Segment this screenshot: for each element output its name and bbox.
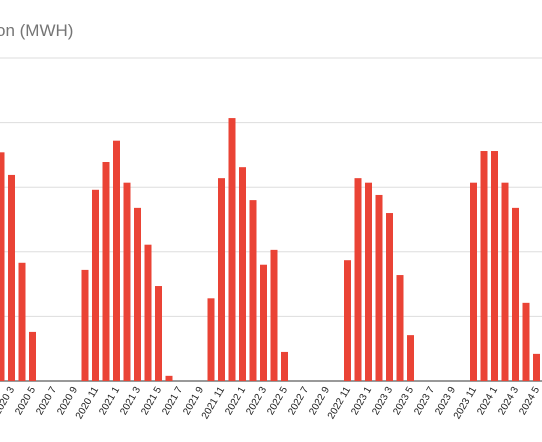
chart-title: on (MWH) <box>0 21 73 40</box>
bar <box>281 351 288 381</box>
bar <box>102 162 110 381</box>
bar <box>18 262 26 381</box>
bar <box>144 244 152 381</box>
bar <box>0 152 5 381</box>
bar <box>123 182 131 381</box>
bar <box>92 189 99 381</box>
bar <box>386 213 393 381</box>
x-tick-label: 2024 5 <box>517 385 542 417</box>
bar <box>8 174 15 381</box>
bar <box>501 182 509 381</box>
bar <box>239 167 246 381</box>
bar <box>260 264 267 381</box>
bar <box>396 275 404 381</box>
bar <box>207 298 215 381</box>
bar <box>365 182 372 381</box>
bar <box>228 118 236 381</box>
bar <box>522 302 530 381</box>
bar <box>344 260 351 381</box>
bar <box>218 178 225 381</box>
bar <box>165 375 173 381</box>
bar <box>113 140 120 381</box>
bar <box>249 200 257 381</box>
bar <box>155 286 162 381</box>
bar <box>354 178 362 381</box>
bar <box>480 151 488 381</box>
bar <box>407 335 414 381</box>
bar <box>533 353 540 381</box>
bar <box>512 207 519 381</box>
bar <box>270 249 278 381</box>
bar <box>491 151 498 381</box>
bar <box>81 269 89 381</box>
bar <box>470 182 477 381</box>
bar <box>134 207 141 381</box>
bar <box>375 194 383 381</box>
bar <box>29 331 36 381</box>
